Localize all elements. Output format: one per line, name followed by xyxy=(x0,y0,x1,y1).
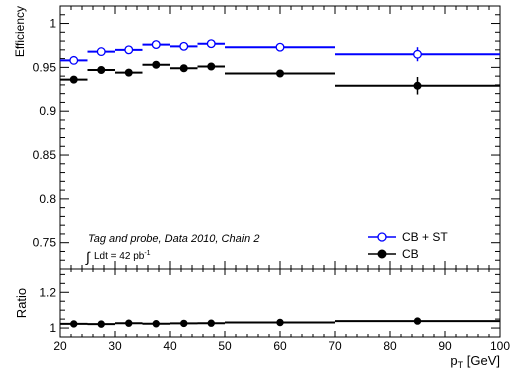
main-y-tick-label: 0.9 xyxy=(39,104,56,118)
data-point-cb-st xyxy=(413,49,422,59)
ratio-panel-frame xyxy=(59,268,501,338)
x-tick-label: 70 xyxy=(328,339,342,353)
data-point-cb xyxy=(179,64,188,73)
data-point-cb xyxy=(152,60,161,69)
ratio-y-tick-label: 1.2 xyxy=(39,285,56,299)
x-axis-label: pT [GeV] xyxy=(450,353,500,370)
data-point-cb-st xyxy=(151,40,161,50)
legend-label-cb: CB xyxy=(402,247,419,261)
legend-marker-cb xyxy=(377,249,387,259)
data-point-cb-st xyxy=(124,45,134,55)
x-tick-label: 60 xyxy=(273,339,287,353)
legend: CB + ST CB xyxy=(368,230,448,261)
data-point-cb xyxy=(276,69,284,78)
main-y-tick-label: 0.8 xyxy=(39,192,56,206)
main-y-tick-label: 0.85 xyxy=(33,148,57,162)
data-point-cb xyxy=(124,68,133,77)
annotation-luminosity: Ldt = 42 pb-1 xyxy=(94,250,151,262)
ratio-point xyxy=(97,320,105,328)
x-tick-label: 20 xyxy=(53,339,67,353)
data-point-cb xyxy=(97,65,106,74)
main-y-axis-label: Efficiency xyxy=(13,6,27,57)
main-y-tick-label: 0.95 xyxy=(33,60,57,74)
x-tick-label: 80 xyxy=(383,339,397,353)
data-point-cb xyxy=(413,81,422,90)
main-y-tick-label: 0.75 xyxy=(33,236,57,250)
ratio-point xyxy=(70,320,78,328)
ratio-point xyxy=(180,319,188,328)
x-tick-label: 30 xyxy=(108,339,122,353)
ratio-point xyxy=(413,317,422,325)
main-series xyxy=(60,39,500,95)
ratio-series xyxy=(60,317,500,328)
annotation-tag-and-probe: Tag and probe, Data 2010, Chain 2 xyxy=(88,233,259,245)
x-tick-label: 100 xyxy=(490,339,510,353)
data-point-cb xyxy=(207,62,216,71)
x-tick-label: 50 xyxy=(218,339,232,353)
legend-label-cb-st: CB + ST xyxy=(402,230,448,244)
ratio-y-axis-label: Ratio xyxy=(14,288,29,318)
ratio-point xyxy=(125,319,133,327)
data-point-cb-st xyxy=(96,47,106,57)
data-point-cb-st xyxy=(275,42,285,52)
data-point-cb-st xyxy=(179,41,189,51)
ratio-point xyxy=(152,320,160,328)
integral-symbol: ∫ xyxy=(85,249,91,265)
ratio-ticks: 20 30 40 50 60 70 80 90 100 1 1.2 xyxy=(39,269,510,353)
x-tick-label: 40 xyxy=(163,339,177,353)
main-y-tick-label: 1 xyxy=(49,17,56,31)
legend-marker-cb-st xyxy=(377,232,387,242)
data-point-cb-st xyxy=(69,55,79,65)
x-tick-label: 90 xyxy=(438,339,452,353)
main-ticks: 0.75 0.8 0.85 0.9 0.95 1 xyxy=(33,6,501,269)
data-point-cb-st xyxy=(206,39,216,49)
ratio-y-tick-label: 1 xyxy=(49,321,56,335)
ratio-point xyxy=(207,319,215,327)
data-point-cb xyxy=(69,75,78,84)
ratio-point xyxy=(276,318,284,327)
